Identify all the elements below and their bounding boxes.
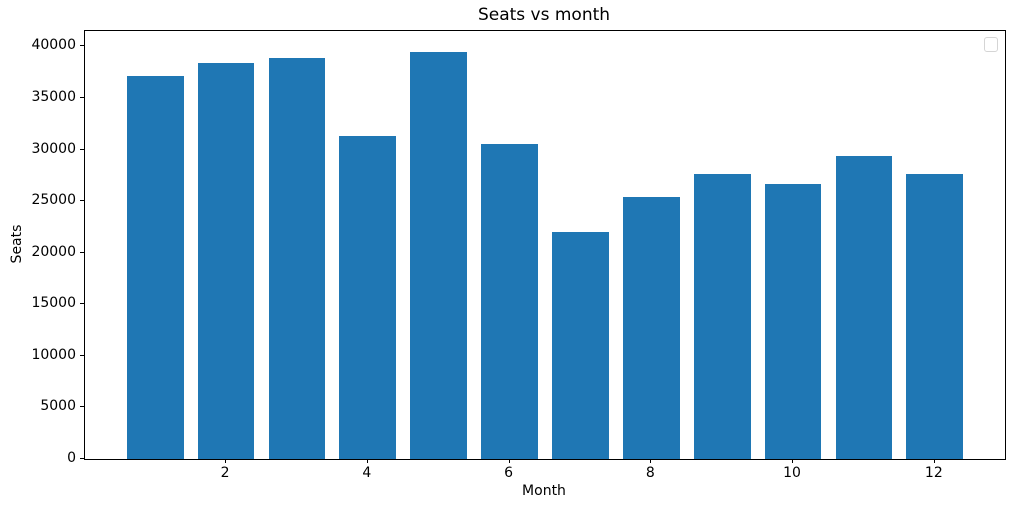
bar-month-9	[693, 173, 751, 459]
x-tick-label-2: 2	[220, 465, 230, 481]
chart-title: Seats vs month	[477, 5, 611, 25]
bar-month-5	[410, 52, 468, 459]
bar-month-3	[268, 57, 326, 459]
bar-month-12	[906, 173, 964, 459]
y-tick-mark-30000	[80, 148, 84, 150]
y-tick-mark-40000	[80, 45, 84, 47]
x-tick-label-12: 12	[924, 465, 943, 481]
y-tick-label-15000: 15000	[31, 295, 76, 312]
x-tick-mark-6	[508, 459, 510, 463]
y-tick-label-5000: 5000	[40, 398, 76, 415]
y-tick-mark-35000	[80, 97, 84, 99]
y-tick-label-40000: 40000	[31, 37, 76, 54]
x-tick-label-10: 10	[783, 465, 801, 481]
y-tick-mark-20000	[80, 251, 84, 253]
x-tick-mark-8	[650, 459, 652, 463]
bar-month-8	[622, 196, 680, 459]
bar-month-11	[835, 156, 893, 459]
x-axis-label: Month	[522, 483, 566, 499]
y-tick-mark-0	[80, 458, 84, 459]
plot-area	[84, 30, 1006, 460]
bar-month-7	[552, 232, 609, 459]
y-tick-label-25000: 25000	[31, 192, 76, 209]
bar-month-10	[764, 184, 822, 459]
x-tick-mark-12	[933, 459, 935, 463]
y-tick-mark-15000	[80, 303, 84, 305]
bar-month-4	[339, 135, 397, 459]
x-tick-mark-2	[225, 459, 227, 463]
y-tick-label-35000: 35000	[31, 89, 76, 106]
x-tick-mark-10	[792, 459, 794, 463]
bar-month-6	[481, 144, 538, 459]
bar-month-2	[197, 62, 255, 459]
y-tick-mark-25000	[80, 200, 84, 202]
y-tick-mark-5000	[80, 406, 84, 408]
y-tick-label-20000: 20000	[31, 243, 76, 260]
x-tick-mark-4	[366, 459, 368, 463]
x-tick-label-4: 4	[362, 465, 372, 481]
y-tick-label-10000: 10000	[31, 346, 76, 363]
x-tick-label-8: 8	[645, 465, 655, 481]
legend-box-empty	[984, 37, 998, 52]
y-tick-label-0: 0	[67, 450, 76, 466]
y-tick-mark-10000	[80, 354, 84, 356]
x-tick-label-6: 6	[504, 465, 514, 481]
y-tick-label-30000: 30000	[31, 140, 76, 157]
bar-month-1	[126, 76, 184, 459]
